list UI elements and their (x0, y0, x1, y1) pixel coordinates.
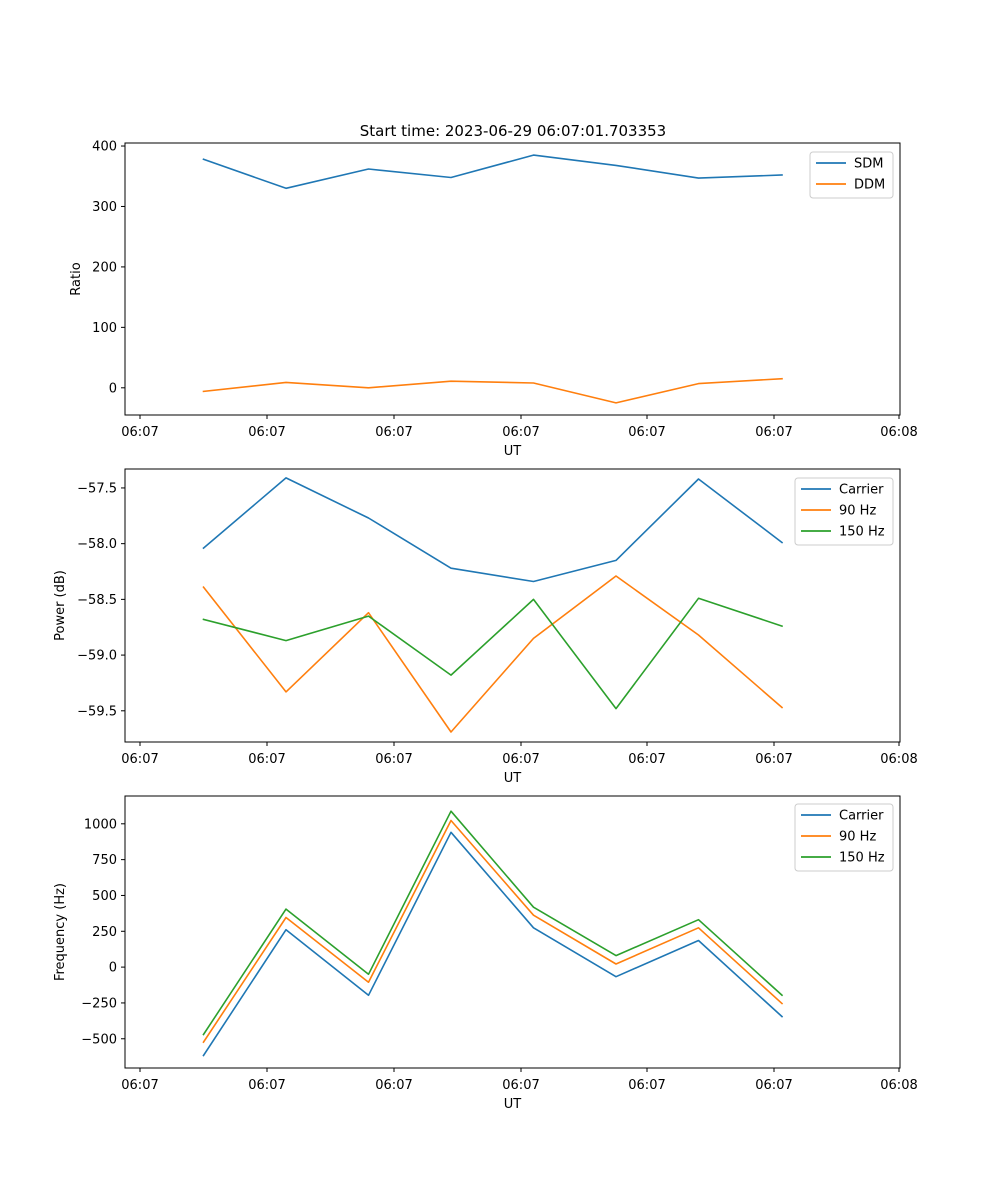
x-tick-label: 06:07 (375, 1078, 412, 1093)
y-tick-label: 400 (92, 140, 117, 155)
axes-frame (124, 142, 901, 416)
subplot-3: 1000 750 500 250 0 −250 −500 06:07 06:07 06:07 06:… (53, 795, 918, 1112)
x-tick-label: 06:07 (248, 752, 285, 767)
legend-entry: 150 Hz (839, 525, 885, 540)
y-tick-label: −58.0 (77, 537, 117, 552)
x-tick-label: 06:07 (755, 1078, 792, 1093)
y-tick-label: 250 (92, 925, 117, 940)
series-line-ddm (202, 377, 783, 404)
y-tick-label: −500 (81, 1032, 117, 1047)
legend-entry: 90 Hz (839, 504, 876, 519)
x-tick-label: 06:07 (755, 752, 792, 767)
x-tick-label: 06:07 (628, 752, 665, 767)
subplot-1: 0 100 200 300 400 06:07 06:07 06:07 06:07 06:07 06… (69, 140, 918, 459)
x-tick-label: 06:07 (375, 752, 412, 767)
y-tick-label: 500 (92, 889, 117, 904)
y-tick-label: −58.5 (77, 593, 117, 608)
y-tick-label: −250 (81, 996, 117, 1011)
legend: Carrier 90 Hz 150 Hz (794, 477, 894, 546)
legend-entry: DDM (854, 178, 885, 193)
x-axis-label: UT (504, 444, 522, 459)
x-tick-label: 06:07 (628, 1078, 665, 1093)
x-tick-label: 06:07 (502, 425, 539, 440)
subplot-2: −57.5 −58.0 −58.5 −59.0 −59.5 06:07 06:07 06:07… (53, 468, 918, 786)
x-tick-label: 06:07 (628, 425, 665, 440)
x-tick-label: 06:07 (375, 425, 412, 440)
y-tick-label: 300 (92, 200, 117, 215)
series-line-150-hz (202, 810, 784, 1036)
y-tick-label: 0 (109, 961, 117, 976)
y-tick-label: −59.5 (77, 704, 117, 719)
x-tick-label: 06:07 (121, 1078, 158, 1093)
y-axis-label: Ratio (69, 262, 84, 295)
series-line-90-hz (202, 575, 784, 733)
legend-entry: 90 Hz (839, 830, 876, 845)
legend-entry: 150 Hz (839, 851, 885, 866)
legend-box (794, 477, 894, 546)
legend-entry: SDM (854, 157, 883, 172)
y-tick-label: 200 (92, 260, 117, 275)
series-line-90-hz (202, 819, 784, 1044)
axes-frame (124, 468, 901, 743)
x-axis-label: UT (504, 771, 522, 786)
chart-title: Start time: 2023-06-29 06:07:01.703353 (360, 122, 666, 140)
x-tick-label: 06:07 (755, 425, 792, 440)
series-line-150-hz (202, 597, 784, 710)
y-tick-label: 750 (92, 853, 117, 868)
y-tick-label: −59.0 (77, 649, 117, 664)
series-line-carrier (202, 477, 784, 583)
x-tick-label: 06:08 (880, 752, 917, 767)
legend: SDM DDM (809, 151, 894, 199)
x-axis-label: UT (504, 1097, 522, 1112)
y-tick-label: 0 (109, 381, 117, 396)
series-line-carrier (202, 831, 784, 1057)
legend-box (794, 803, 894, 872)
y-tick-label: 100 (92, 321, 117, 336)
series-line-sdm (202, 154, 783, 190)
legend: Carrier 90 Hz 150 Hz (794, 803, 894, 872)
legend-entry: Carrier (839, 483, 884, 498)
x-tick-label: 06:07 (248, 425, 285, 440)
legend-entry: Carrier (839, 809, 884, 824)
y-tick-label: 1000 (84, 817, 117, 832)
axes-frame (124, 795, 901, 1069)
x-tick-label: 06:07 (502, 1078, 539, 1093)
y-axis-label: Power (dB) (53, 570, 68, 641)
x-tick-label: 06:08 (880, 1078, 917, 1093)
y-tick-label: −57.5 (77, 481, 117, 496)
x-tick-label: 06:07 (502, 752, 539, 767)
x-tick-label: 06:07 (248, 1078, 285, 1093)
x-tick-label: 06:07 (121, 425, 158, 440)
y-axis-label: Frequency (Hz) (53, 883, 68, 981)
x-tick-label: 06:07 (121, 752, 158, 767)
x-tick-label: 06:08 (880, 425, 917, 440)
